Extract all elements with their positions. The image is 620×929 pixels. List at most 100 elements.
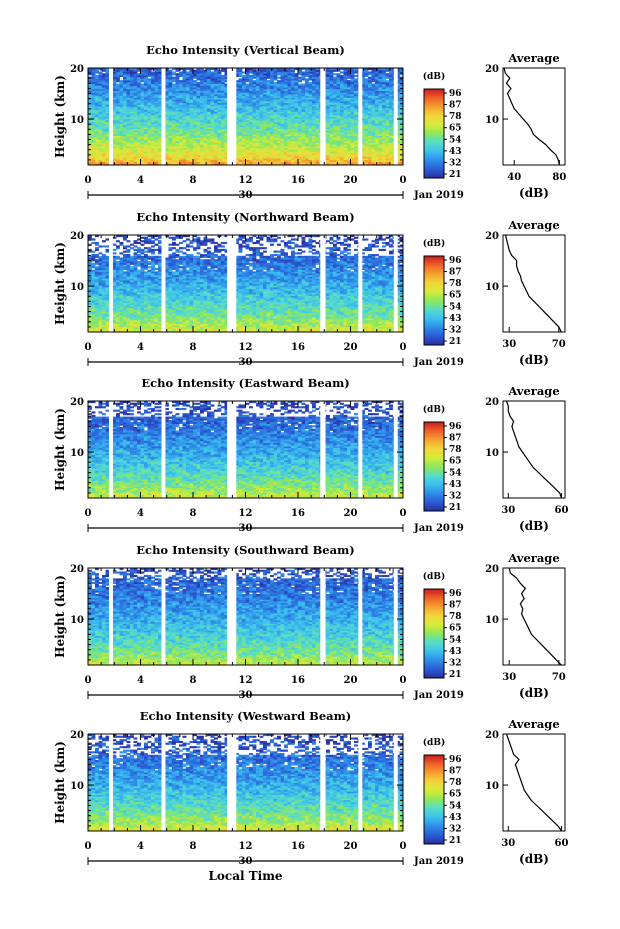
heatmap-cell xyxy=(315,109,320,112)
heatmap-cell xyxy=(98,109,103,112)
heatmap-cell xyxy=(277,142,281,145)
heatmap-cell xyxy=(371,109,376,112)
heatmap-cell xyxy=(350,119,355,123)
heatmap-cell xyxy=(116,133,120,136)
heatmap-cell xyxy=(186,142,190,145)
heatmap-cell xyxy=(389,114,393,117)
heatmap-cell xyxy=(102,149,106,152)
heatmap-cell xyxy=(284,156,288,159)
heatmap-cell xyxy=(154,132,159,135)
heatmap-cell xyxy=(245,126,250,130)
heatmap-cell xyxy=(203,140,208,143)
heatmap-cell xyxy=(270,106,274,109)
heatmap-cell xyxy=(378,142,383,145)
heatmap-cell xyxy=(340,152,344,156)
heatmap-cell xyxy=(130,137,134,140)
heatmap-cell xyxy=(179,125,183,128)
heatmap-cell xyxy=(333,119,337,123)
heatmap-cell xyxy=(375,145,379,149)
heatmap-cell xyxy=(245,163,250,166)
heatmap-cell xyxy=(95,159,99,162)
heatmap-cell xyxy=(112,144,117,147)
heatmap-cell xyxy=(88,135,92,138)
heatmap-cell xyxy=(175,113,180,116)
heatmap-cell xyxy=(315,107,320,110)
heatmap-cell xyxy=(273,125,278,128)
heatmap-cell xyxy=(280,139,285,142)
heatmap-cell xyxy=(329,152,334,156)
heatmap-cell xyxy=(147,158,152,161)
heatmap-cell xyxy=(179,71,183,74)
heatmap-cell xyxy=(340,123,344,126)
heatmap-cell xyxy=(378,139,383,142)
heatmap-cell xyxy=(175,152,180,156)
heatmap-cell xyxy=(259,139,264,142)
heatmap-cell xyxy=(98,139,103,142)
heatmap-cell xyxy=(112,116,117,119)
heatmap-cell xyxy=(287,106,292,109)
heatmap-cell xyxy=(354,113,358,116)
heatmap-cell xyxy=(382,111,386,114)
heatmap-cell xyxy=(196,151,201,154)
heatmap-cell xyxy=(102,128,106,131)
heatmap-cell xyxy=(217,104,222,107)
heatmap-cell xyxy=(147,140,152,143)
heatmap-cell xyxy=(354,137,358,140)
heatmap-cell xyxy=(329,147,334,150)
heatmap-cell xyxy=(165,123,169,126)
heatmap-cell xyxy=(196,140,201,143)
heatmap-cell xyxy=(280,163,285,166)
heatmap-cell xyxy=(308,113,313,116)
heatmap-cell xyxy=(308,139,313,142)
heatmap-cell xyxy=(158,114,162,117)
heatmap-cell xyxy=(252,80,257,83)
heatmap-cell xyxy=(207,147,211,150)
heatmap-cell xyxy=(249,142,253,145)
heatmap-cell xyxy=(343,106,348,109)
heatmap-cell xyxy=(91,130,96,133)
heatmap-cell xyxy=(137,113,141,116)
heatmap-cell xyxy=(266,151,271,154)
heatmap-cell xyxy=(291,151,295,154)
heatmap-cell xyxy=(259,125,264,128)
heatmap-cell xyxy=(277,163,281,166)
heatmap-cell xyxy=(350,159,355,162)
heatmap-cell xyxy=(189,140,194,143)
heatmap-cell xyxy=(214,156,218,159)
heatmap-cell xyxy=(133,159,138,162)
heatmap-cell xyxy=(350,126,355,130)
heatmap-cell xyxy=(382,137,386,140)
heatmap-cell xyxy=(95,147,99,150)
heatmap-cell xyxy=(375,137,379,140)
heatmap-cell xyxy=(378,133,383,136)
heatmap-cell xyxy=(158,123,162,126)
heatmap-cell xyxy=(154,113,159,116)
heatmap-cell xyxy=(140,159,145,162)
heatmap-cell xyxy=(137,158,141,161)
heatmap-cell xyxy=(186,71,190,74)
heatmap-cell xyxy=(333,111,337,114)
heatmap-cell xyxy=(200,133,204,136)
heatmap-cell xyxy=(350,149,355,152)
heatmap-cell xyxy=(95,145,99,149)
heatmap-cell xyxy=(336,118,341,121)
heatmap-cell xyxy=(270,121,274,124)
data-gap xyxy=(393,68,398,165)
heatmap-cell xyxy=(112,142,117,145)
heatmap-cell xyxy=(154,119,159,123)
heatmap-cell xyxy=(326,114,330,117)
heatmap-cell xyxy=(133,137,138,140)
heatmap-cell xyxy=(242,154,246,157)
heatmap-cell xyxy=(147,114,152,117)
heatmap-cell xyxy=(207,121,211,124)
heatmap-cell xyxy=(179,80,183,83)
heatmap-cell xyxy=(140,147,145,150)
heatmap-cell xyxy=(189,151,194,154)
heatmap-cell xyxy=(270,133,274,136)
heatmap-cell xyxy=(249,104,253,107)
heatmap-cell xyxy=(168,137,173,140)
heatmap-cell xyxy=(186,158,190,161)
heatmap-cell xyxy=(350,109,355,112)
heatmap-cell xyxy=(140,156,145,159)
heatmap-cell xyxy=(396,151,400,154)
